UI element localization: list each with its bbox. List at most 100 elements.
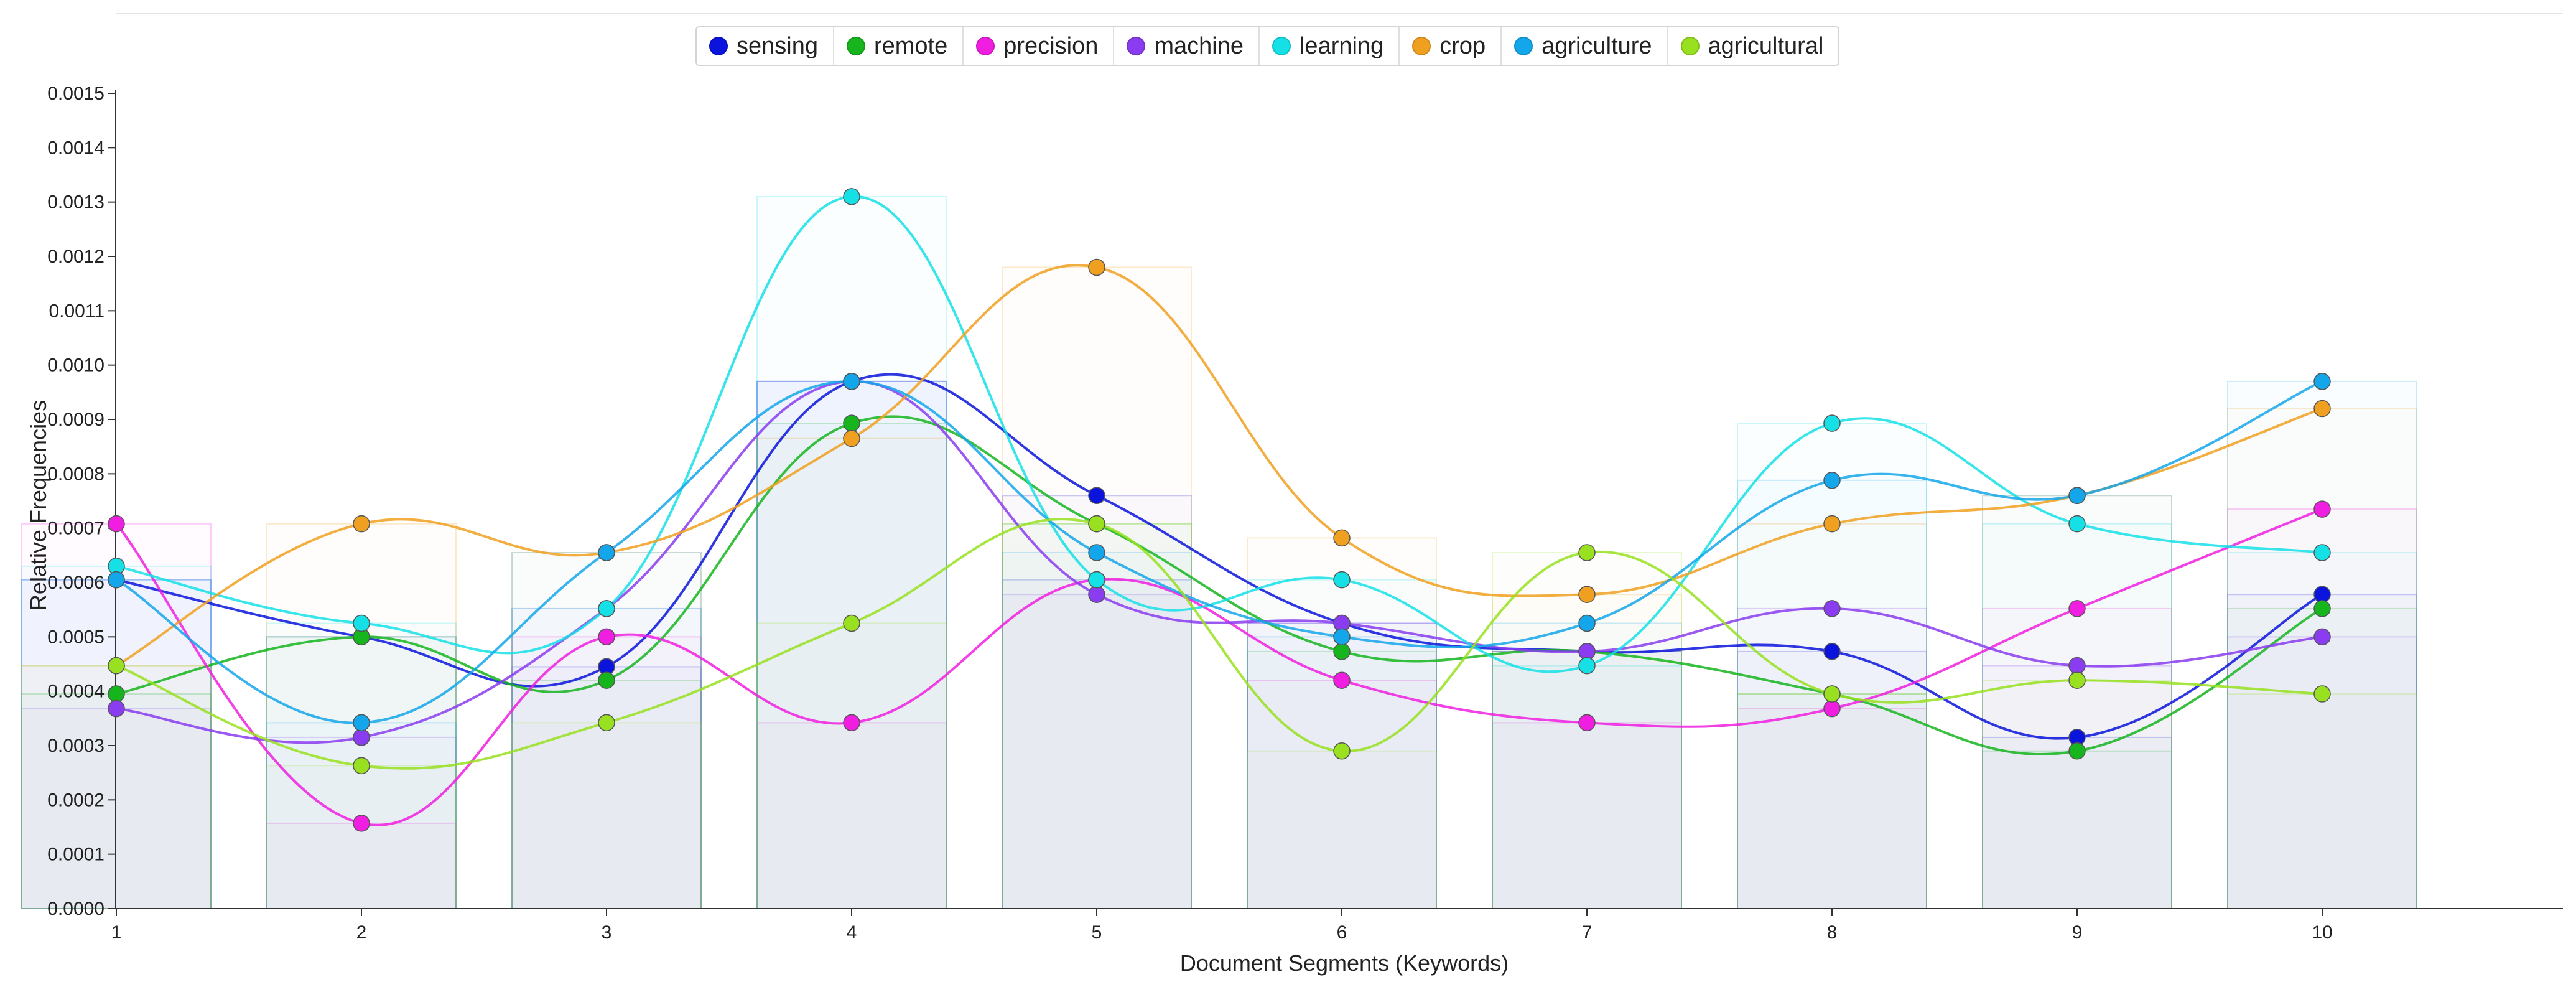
point-agricultural-10[interactable]	[2313, 685, 2331, 703]
point-remote-10[interactable]	[2313, 600, 2331, 617]
point-learning-2[interactable]	[353, 614, 370, 632]
point-learning-4[interactable]	[843, 188, 860, 205]
point-agriculture-8[interactable]	[1823, 472, 1841, 489]
point-crop-5[interactable]	[1088, 258, 1105, 276]
bars-layer	[21, 195, 2417, 910]
legend-item-crop[interactable]: crop	[1400, 27, 1502, 65]
point-agriculture-4[interactable]	[843, 373, 860, 390]
x-tick-label: 3	[602, 922, 612, 943]
bar-agricultural-4	[756, 622, 947, 909]
point-precision-7[interactable]	[1578, 714, 1596, 732]
y-tick-label: 0.0001	[47, 844, 105, 865]
legend-item-precision[interactable]: precision	[964, 27, 1115, 65]
point-crop-7[interactable]	[1578, 586, 1596, 603]
point-agricultural-6[interactable]	[1333, 742, 1351, 760]
point-learning-3[interactable]	[598, 600, 615, 617]
legend-swatch	[1680, 37, 1700, 55]
point-learning-7[interactable]	[1578, 657, 1596, 675]
point-crop-4[interactable]	[843, 429, 860, 447]
point-remote-4[interactable]	[843, 414, 860, 432]
x-axis-title: Document Segments (Keywords)	[1180, 950, 1509, 976]
legend-item-agricultural[interactable]: agricultural	[1668, 27, 1839, 65]
point-remote-6[interactable]	[1333, 643, 1351, 660]
x-tick-label: 1	[111, 922, 122, 943]
legend-swatch	[846, 37, 865, 55]
point-learning-9[interactable]	[2068, 515, 2086, 533]
bar-agricultural-6	[1247, 750, 1437, 909]
x-tick-label: 6	[1337, 922, 1347, 943]
point-agricultural-5[interactable]	[1088, 515, 1105, 533]
line-agriculture	[115, 380, 2323, 724]
point-remote-1[interactable]	[108, 685, 125, 703]
point-precision-9[interactable]	[2068, 600, 2086, 617]
point-precision-1[interactable]	[108, 515, 125, 533]
legend-label: remote	[873, 32, 948, 59]
point-precision-3[interactable]	[598, 628, 615, 646]
point-agriculture-5[interactable]	[1088, 544, 1105, 561]
bar-agricultural-10	[2227, 693, 2417, 909]
point-crop-10[interactable]	[2313, 400, 2331, 418]
point-machine-10[interactable]	[2313, 628, 2331, 646]
point-crop-6[interactable]	[1333, 529, 1351, 547]
point-agricultural-9[interactable]	[2068, 671, 2086, 689]
point-remote-9[interactable]	[2068, 742, 2086, 760]
point-sensing-8[interactable]	[1823, 643, 1841, 660]
legend-item-remote[interactable]: remote	[834, 27, 964, 65]
y-tick-label: 0.0011	[49, 301, 105, 321]
y-tick-label: 0.0008	[47, 464, 105, 484]
legend-label: crop	[1439, 32, 1486, 59]
point-sensing-5[interactable]	[1088, 487, 1105, 505]
legend-swatch	[1514, 37, 1533, 55]
point-agricultural-1[interactable]	[108, 657, 125, 675]
line-remote	[116, 415, 2323, 755]
point-agriculture-2[interactable]	[353, 714, 370, 732]
point-agricultural-2[interactable]	[353, 757, 370, 775]
point-crop-8[interactable]	[1823, 515, 1841, 533]
point-machine-5[interactable]	[1088, 586, 1105, 603]
y-tick-label: 0.0013	[47, 192, 105, 213]
line-precision	[115, 508, 2323, 826]
point-precision-4[interactable]	[843, 714, 860, 732]
point-agriculture-1[interactable]	[108, 571, 125, 589]
point-agricultural-7[interactable]	[1578, 544, 1596, 561]
point-agriculture-3[interactable]	[598, 544, 615, 561]
point-machine-1[interactable]	[108, 699, 125, 718]
point-machine-2[interactable]	[353, 729, 370, 746]
point-agriculture-10[interactable]	[2313, 373, 2331, 390]
point-machine-9[interactable]	[2068, 657, 2086, 675]
point-agricultural-4[interactable]	[843, 614, 860, 632]
point-learning-8[interactable]	[1823, 414, 1841, 432]
legend-item-machine[interactable]: machine	[1114, 27, 1260, 65]
legend-item-sensing[interactable]: sensing	[697, 27, 834, 65]
point-precision-10[interactable]	[2313, 500, 2331, 518]
legend-swatch	[709, 37, 728, 55]
point-machine-8[interactable]	[1823, 600, 1841, 617]
point-crop-2[interactable]	[353, 515, 370, 533]
bar-agricultural-2	[266, 765, 457, 910]
point-learning-6[interactable]	[1333, 571, 1351, 589]
point-learning-5[interactable]	[1088, 571, 1105, 589]
point-remote-3[interactable]	[598, 671, 615, 689]
point-learning-10[interactable]	[2313, 544, 2331, 561]
point-agricultural-8[interactable]	[1823, 685, 1841, 703]
chart-legend: sensing remote precision machine learning cro…	[695, 26, 1840, 66]
axes: 0.0000 0.0001 0.0002 0.0003 0.0004 0.0005 0.00…	[47, 13, 2563, 943]
point-agriculture-9[interactable]	[2068, 487, 2086, 505]
y-tick-label: 0.0009	[47, 409, 105, 430]
point-precision-6[interactable]	[1333, 671, 1351, 689]
x-tick-label: 9	[2072, 922, 2083, 943]
legend-label: sensing	[737, 32, 818, 59]
legend-label: learning	[1299, 32, 1384, 59]
y-tick-label: 0.0015	[47, 83, 105, 104]
point-precision-8[interactable]	[1823, 699, 1841, 718]
y-tick-label: 0.0005	[47, 627, 105, 647]
legend-item-agriculture[interactable]: agriculture	[1502, 27, 1668, 65]
point-precision-2[interactable]	[353, 815, 370, 832]
point-agriculture-6[interactable]	[1333, 628, 1351, 646]
y-tick-label: 0.0000	[47, 899, 105, 919]
line-agricultural	[116, 518, 2323, 770]
y-tick-label: 0.0007	[47, 518, 105, 539]
point-agriculture-7[interactable]	[1578, 614, 1596, 632]
legend-item-learning[interactable]: learning	[1260, 27, 1400, 65]
point-agricultural-3[interactable]	[598, 714, 615, 732]
